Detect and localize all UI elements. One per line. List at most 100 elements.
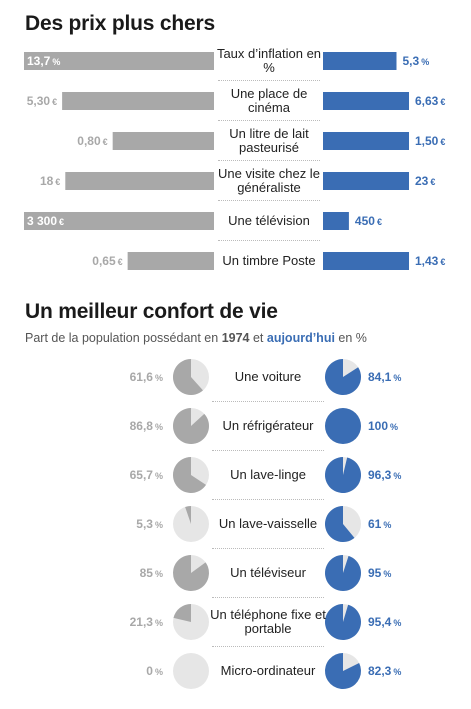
bar-new-label-5-number: 1,43 bbox=[415, 254, 439, 268]
pie-now-label-5: 95,4% bbox=[368, 615, 401, 629]
pie-1974-3 bbox=[173, 506, 209, 542]
pie-1974-label-3-unit: % bbox=[154, 520, 163, 530]
bar-old-label-3-number: 18 bbox=[39, 174, 54, 188]
pie-now-label-3-number: 61 bbox=[368, 517, 382, 531]
pie-now-label-5-unit: % bbox=[393, 618, 402, 628]
pie-now-3 bbox=[325, 506, 361, 542]
pie-1974-label-4: 85% bbox=[140, 566, 163, 580]
pie-1974-5-slice bbox=[173, 604, 191, 622]
bar-row-label-5: Un timbre Poste bbox=[222, 253, 316, 268]
bar-new-label-5: 1,43 € bbox=[415, 254, 445, 268]
bar-new-label-0-number: 5,3 bbox=[402, 54, 420, 68]
bar-new-4 bbox=[323, 212, 349, 230]
bar-row-divider-2 bbox=[218, 160, 320, 161]
pie-1974-5 bbox=[173, 604, 209, 640]
bar-old-label-0: 13,7% bbox=[27, 54, 60, 68]
bar-new-label-5-unit: € bbox=[440, 257, 446, 267]
pie-1974-1-slice bbox=[172, 408, 209, 444]
pie-1974-6 bbox=[173, 653, 209, 689]
pie-now-label-2-unit: % bbox=[393, 471, 402, 481]
pie-row-divider-1 bbox=[212, 450, 324, 451]
bar-old-label-3-unit: € bbox=[55, 177, 61, 187]
bar-old-label-0-number: 13,7 bbox=[27, 54, 51, 68]
pie-1974-2 bbox=[173, 457, 209, 494]
bar-old-label-2-number: 0,80 bbox=[77, 134, 101, 148]
pie-1974-label-3: 5,3% bbox=[136, 517, 163, 531]
pie-now-5-slice bbox=[325, 604, 362, 640]
pie-now-label-6: 82,3% bbox=[368, 664, 401, 678]
pie-1974-label-4-unit: % bbox=[154, 569, 163, 579]
bar-row-label-1: Une place de cinéma bbox=[230, 86, 308, 115]
subtitle-year-today: aujourd’hui bbox=[266, 331, 335, 345]
pie-row-label-1: Un réfrigérateur bbox=[222, 418, 314, 433]
pie-now-label-0-unit: % bbox=[393, 373, 402, 383]
bar-new-label-1: 6,63 € bbox=[415, 94, 445, 108]
bar-new-5 bbox=[323, 252, 409, 270]
pie-now-label-5-number: 95,4 bbox=[368, 615, 392, 629]
bar-new-label-3-unit: € bbox=[430, 177, 436, 187]
pie-now-4 bbox=[325, 555, 362, 591]
pie-1974-label-5-number: 21,3 bbox=[129, 615, 153, 629]
pie-now-6-slice bbox=[324, 653, 361, 689]
subtitle-text-post: en % bbox=[334, 331, 367, 345]
pie-row-label-2: Un lave-linge bbox=[230, 467, 306, 482]
pie-now-6 bbox=[324, 653, 361, 689]
bar-old-label-5: 0,65 € bbox=[92, 254, 122, 268]
pie-1974-label-1-unit: % bbox=[154, 422, 163, 432]
bar-new-label-0-unit: % bbox=[421, 57, 430, 67]
bar-old-label-2: 0,80 € bbox=[77, 134, 107, 148]
bar-new-3 bbox=[323, 172, 409, 190]
pie-1974-label-1-number: 86,8 bbox=[129, 419, 153, 433]
bar-old-1 bbox=[62, 92, 215, 110]
pie-row-divider-5 bbox=[212, 646, 324, 647]
pie-1974-label-5: 21,3% bbox=[130, 615, 163, 629]
bar-old-label-1-number: 5,30 bbox=[26, 94, 51, 108]
pie-now-label-6-number: 82,3 bbox=[368, 664, 392, 678]
comfort-chart-title: Un meilleur confort de vie bbox=[25, 300, 278, 323]
pie-now-3-slice bbox=[325, 506, 355, 542]
pie-1974-label-6-unit: % bbox=[154, 667, 163, 677]
pie-1974-label-3-number: 5,3 bbox=[136, 517, 153, 531]
pie-row-divider-2 bbox=[212, 499, 324, 500]
bar-new-label-2: 1,50 € bbox=[415, 134, 445, 148]
bar-new-label-4-unit: € bbox=[376, 217, 382, 227]
pie-1974-label-6-number: 0 bbox=[146, 664, 153, 678]
pie-1974-label-2: 65,7% bbox=[130, 468, 163, 482]
pie-1974-1 bbox=[172, 408, 209, 444]
bar-old-label-5-unit: € bbox=[117, 257, 123, 267]
bar-old-4 bbox=[24, 212, 214, 230]
bar-new-label-3: 23 € bbox=[415, 174, 435, 188]
comfort-chart-subtitle: Part de la population possédant en 1974 … bbox=[25, 331, 367, 345]
bar-old-label-5-number: 0,65 bbox=[92, 254, 116, 268]
pie-1974-0 bbox=[173, 359, 209, 396]
bar-row-divider-3 bbox=[218, 200, 320, 201]
pie-1974-4 bbox=[173, 555, 209, 591]
subtitle-year-1974: 1974 bbox=[221, 331, 250, 345]
pie-1974-2-slice bbox=[173, 457, 207, 494]
pie-1974-label-1: 86,8% bbox=[130, 419, 163, 433]
pie-now-0 bbox=[325, 359, 361, 396]
pie-1974-label-2-number: 65,7 bbox=[129, 468, 153, 482]
pie-row-label-0: Une voiture bbox=[234, 369, 302, 384]
subtitle-text-mid: et bbox=[249, 331, 267, 345]
pie-row-divider-3 bbox=[212, 548, 324, 549]
bar-old-2 bbox=[112, 132, 214, 150]
bar-new-2 bbox=[323, 132, 409, 150]
bar-new-label-0: 5,3% bbox=[403, 54, 430, 68]
pie-now-label-3-unit: % bbox=[383, 520, 392, 530]
pie-now-1-slice bbox=[325, 408, 361, 444]
pie-now-label-2: 96,3% bbox=[368, 468, 401, 482]
bar-old-3 bbox=[65, 172, 214, 190]
pie-1974-label-2-unit: % bbox=[154, 471, 163, 481]
pie-now-label-0: 84,1% bbox=[368, 370, 401, 384]
pie-1974-label-5-unit: % bbox=[154, 618, 163, 628]
pie-now-label-4: 95% bbox=[368, 566, 391, 580]
pie-row-label-5: Un téléphone fixe et portable bbox=[210, 607, 326, 636]
pie-now-1 bbox=[325, 408, 361, 444]
bar-row-divider-0 bbox=[218, 80, 320, 81]
bar-new-label-4-number: 450 bbox=[354, 214, 375, 228]
pie-row-label-3: Un lave-vaisselle bbox=[218, 516, 318, 531]
bar-old-label-4-number: 3 300 bbox=[27, 214, 58, 228]
pie-1974-6-background bbox=[173, 653, 209, 689]
